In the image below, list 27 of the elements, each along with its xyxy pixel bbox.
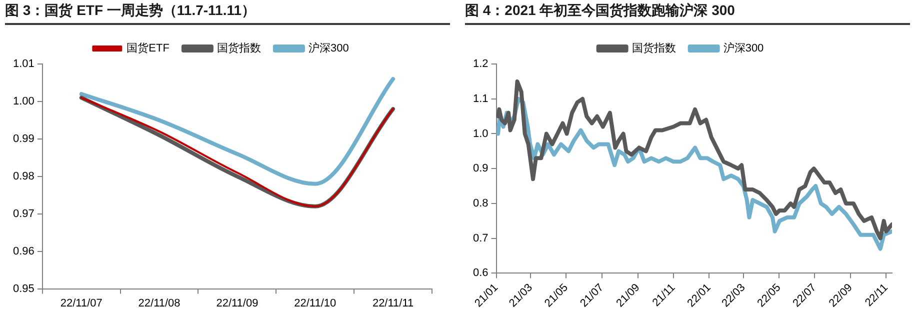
y-tick-label: 0.95 <box>12 282 34 295</box>
legend-label: 沪深300 <box>723 42 764 55</box>
line-series <box>79 76 396 186</box>
y-tick-label: 1.0 <box>472 128 488 140</box>
x-tick-label: 22/11/08 <box>138 297 180 310</box>
y-tick-label: 1.00 <box>12 96 34 108</box>
legend-label: 沪深300 <box>308 42 349 55</box>
x-tick-label: 22/11/11 <box>372 297 414 310</box>
legend-label: 国货ETF <box>126 42 170 55</box>
chart-title: 图 3：国货 ETF 一周走势（11.7-11.11） <box>5 0 450 25</box>
legend-label: 国货指数 <box>216 42 261 55</box>
y-tick-label: 0.7 <box>472 232 488 244</box>
x-tick-label: 22/11/07 <box>60 297 102 310</box>
y-tick-label: 1.01 <box>12 58 34 70</box>
legend-label: 国货指数 <box>632 42 676 55</box>
chart-title: 图 4：2021 年初至今国货指数跑输沪深 300 <box>465 0 910 25</box>
y-tick-label: 0.6 <box>472 267 488 280</box>
x-tick-label: 22/11/10 <box>294 297 336 310</box>
y-tick-label: 1.2 <box>472 58 488 70</box>
y-tick-label: 0.9 <box>472 162 488 175</box>
y-tick-label: 0.97 <box>12 208 34 220</box>
y-tick-label: 1.1 <box>472 92 488 105</box>
y-tick-label: 0.98 <box>12 170 34 182</box>
y-tick-label: 0.96 <box>12 245 34 258</box>
x-tick-label: 22/11/09 <box>216 297 258 310</box>
y-tick-label: 0.8 <box>472 198 488 210</box>
y-tick-label: 0.99 <box>12 132 34 145</box>
